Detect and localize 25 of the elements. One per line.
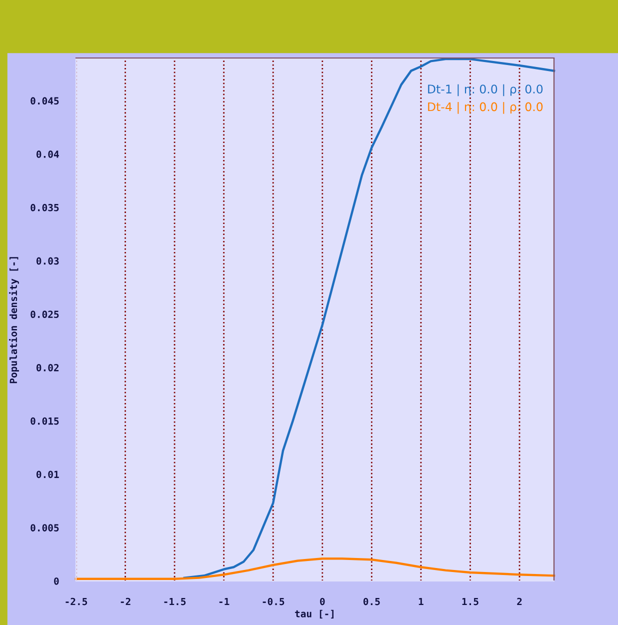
x-tick-label: 2	[517, 598, 522, 606]
y-axis-title: Population density [-]	[9, 257, 19, 384]
x-tick-label: 0.5	[363, 598, 380, 606]
y-tick-label: 0.015	[30, 417, 59, 425]
series-label: Dt-1 | η: 0.0 | ρ: 0.0	[428, 84, 543, 96]
y-tick-label: 0.045	[30, 97, 59, 105]
text: Dt-4 | η: 0.0 | ρ: 0.0	[428, 102, 543, 114]
x-tick-label: -2	[120, 598, 130, 606]
y-tick-label: 0.04	[36, 150, 59, 158]
y-tick-label: 0.03	[36, 257, 59, 265]
y-tick-label: 0.005	[30, 524, 59, 532]
y-tick-label: 0.02	[36, 364, 59, 372]
y-tick-label: 0.035	[30, 204, 59, 212]
x-tick-label: -1	[219, 598, 230, 606]
y-tick-label: 0	[54, 577, 59, 585]
y-tick-label: 0.025	[30, 310, 59, 318]
x-tick-label: 1	[418, 598, 424, 606]
x-tick-label: 1.5	[462, 598, 478, 606]
x-tick-label: 0	[320, 598, 325, 606]
y-tick-label: 0.01	[36, 470, 59, 478]
x-tick-label: -2.5	[66, 598, 88, 606]
x-tick-label: -1.5	[164, 598, 186, 606]
x-tick-label: -0.5	[262, 598, 284, 606]
x-axis-title: tau [-]	[295, 610, 334, 619]
line-series	[183, 58, 556, 579]
